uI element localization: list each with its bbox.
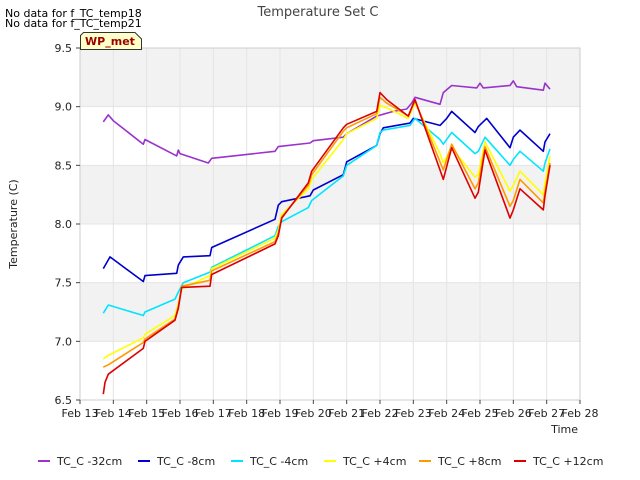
x-tick-label: Feb 14 [95,407,132,420]
x-tick-label: Feb 26 [495,407,532,420]
x-tick-label: Feb 21 [328,407,365,420]
x-tick-label: Feb 24 [428,407,465,420]
plot-band [80,224,580,283]
series-line-tc-c-4cm [102,117,551,317]
plot-band [80,282,580,342]
x-tick-label: Feb 18 [228,407,265,420]
series-lines [102,80,551,395]
y-tick-label: 9.0 [55,101,73,114]
legend-label: TC_C +8cm [437,455,501,468]
no-data-note-2: No data for f_TC_temp21 [5,17,142,30]
x-tick-label: Feb 16 [162,407,199,420]
legend-label: TC_C +12cm [532,455,603,468]
y-axis-ticks: 6.5 7.0 7.5 8.0 8.5 9.0 9.5 [55,42,80,407]
x-tick-label: Feb 28 [562,407,599,420]
y-tick-label: 8.5 [55,159,73,172]
legend-label: TC_C -8cm [156,455,215,468]
x-axis-label: Time [550,423,578,436]
site-tag-label: WP_met [85,35,135,48]
legend-label: TC_C -4cm [249,455,308,468]
x-tick-label: Feb 17 [195,407,232,420]
plot-band [80,48,580,107]
site-tag-shape [80,32,142,50]
legend: TC_C -32cm TC_C -8cm TC_C -4cm TC_C +4cm TC_… [38,455,603,468]
x-tick-label: Feb 15 [128,407,165,420]
series-line-tc-c-12cm [102,91,551,395]
y-axis-label: Temperature (C) [7,179,20,269]
chart-title: Temperature Set C [256,5,378,20]
x-tick-label: Feb 13 [62,407,99,420]
x-tick-label: Feb 25 [462,407,499,420]
y-tick-label: 8.0 [55,218,73,231]
no-data-note-1: No data for f_TC_temp18 [5,7,142,20]
x-tick-label: Feb 22 [362,407,399,420]
y-tick-label: 9.5 [55,42,73,55]
legend-label: TC_C -32cm [56,455,122,468]
y-tick-label: 6.5 [55,394,73,407]
site-tag: WP_met [80,32,142,50]
x-tick-label: Feb 27 [528,407,565,420]
x-tick-label: Feb 20 [295,407,332,420]
legend-label: TC_C +4cm [342,455,406,468]
y-tick-label: 7.5 [55,277,73,290]
x-tick-label: Feb 19 [262,407,299,420]
x-tick-label: Feb 23 [395,407,432,420]
plot-band [80,341,580,400]
y-tick-label: 7.0 [55,335,73,348]
